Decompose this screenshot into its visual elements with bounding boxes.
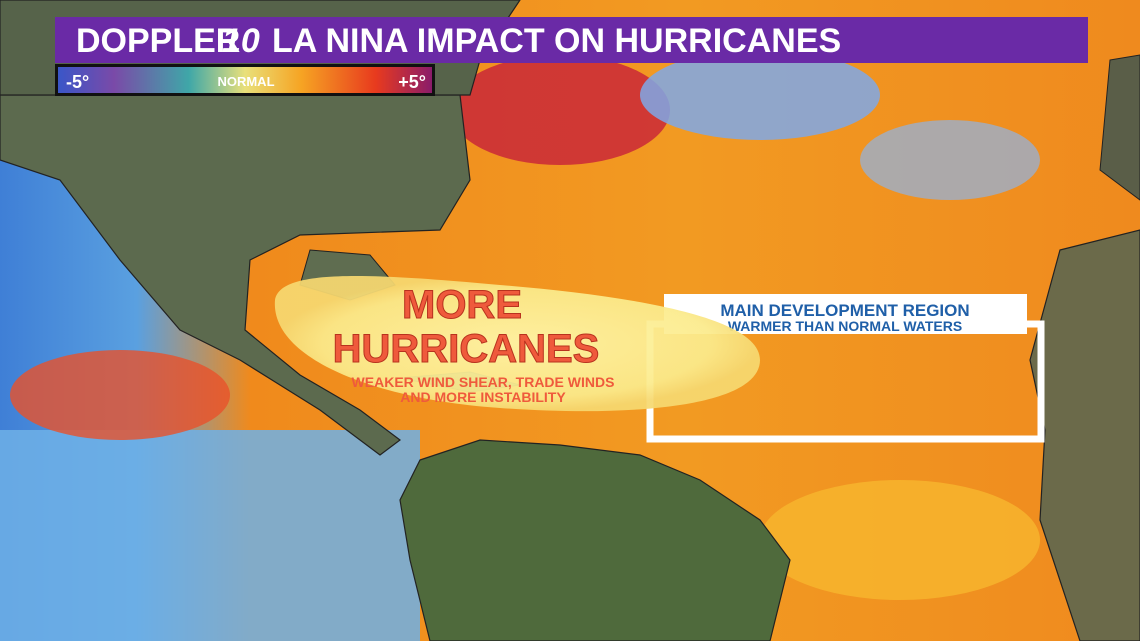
pacific-cool — [0, 430, 420, 641]
callout-headline: MORE — [402, 283, 522, 327]
legend-scale — [58, 67, 432, 93]
cool-patch — [860, 120, 1040, 200]
warm-patch — [450, 55, 670, 165]
callout-shape — [274, 275, 760, 412]
warm-patch — [10, 350, 230, 440]
europe — [1099, 54, 1140, 201]
legend-max: +5° — [398, 72, 426, 92]
title-bar — [55, 17, 1088, 63]
callout-detail: AND MORE INSTABILITY — [400, 389, 566, 405]
callout-headline: HURRICANES — [333, 327, 600, 371]
warm-patch — [760, 480, 1040, 600]
region-subtitle: WARMER THAN NORMAL WATERS — [728, 318, 962, 334]
legend-min: -5° — [66, 72, 89, 92]
legend-mid: NORMAL — [217, 74, 274, 89]
brand-number: 10 — [222, 22, 260, 60]
title: LA NINA IMPACT ON HURRICANES — [272, 22, 841, 60]
brand: DOPPLER — [76, 22, 240, 60]
callout-detail: WEAKER WIND SHEAR, TRADE WINDS — [352, 374, 615, 390]
north-america — [0, 94, 471, 456]
south-america — [399, 439, 791, 641]
cool-patch — [640, 50, 880, 140]
region-title: MAIN DEVELOPMENT REGION — [720, 301, 969, 320]
africa — [1029, 229, 1140, 641]
